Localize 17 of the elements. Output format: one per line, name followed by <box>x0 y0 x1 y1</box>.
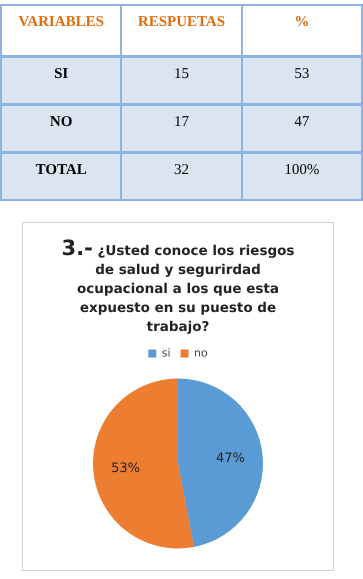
text: TOTAL <box>1 152 122 200</box>
text: VARIABLES <box>1 5 122 56</box>
data-label: 47% <box>216 450 245 466</box>
text: NO <box>1 104 122 152</box>
legend-label: si <box>162 346 171 360</box>
data-label: 53% <box>111 460 140 476</box>
chart-title: 3.- ¿Usted conoce los riesgos de salud y segurirdad ocupacional a los que esta expuesto en su puesto de trabajo? <box>60 236 296 337</box>
text: SI <box>1 56 122 104</box>
text: 47 <box>242 104 362 152</box>
legend-label: no <box>194 346 208 360</box>
text: 17 <box>121 104 242 152</box>
text: % <box>242 5 362 56</box>
text: RESPUETAS <box>121 5 242 56</box>
text: 32 <box>121 152 242 200</box>
text: 53 <box>242 56 362 104</box>
text: 15 <box>121 56 242 104</box>
text: 100% <box>242 152 362 200</box>
